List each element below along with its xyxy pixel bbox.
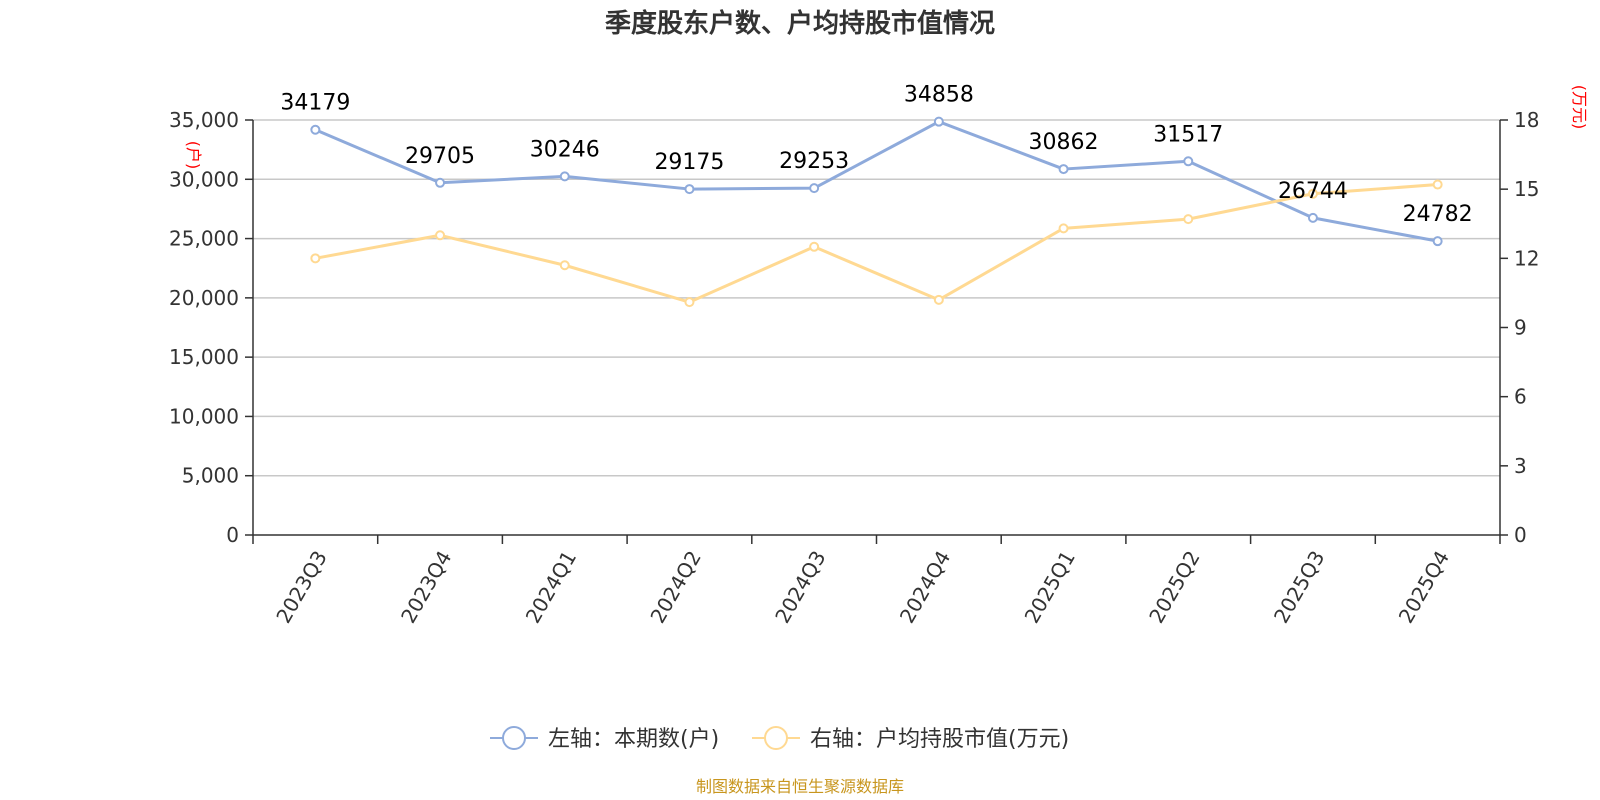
left-axis-tick-label: 30,000 [169, 167, 239, 191]
series-2-point [435, 230, 446, 241]
x-axis-category-label: 2023Q3 [271, 547, 331, 628]
series-2-point [933, 294, 944, 305]
left-axis-tick-label: 25,000 [169, 227, 239, 251]
x-axis-category-label: 2025Q4 [1394, 547, 1454, 628]
series-layer [310, 116, 1443, 308]
series-1-point [435, 177, 446, 188]
right-axis-tick-label: 15 [1514, 177, 1539, 201]
data-label: 30862 [1029, 130, 1099, 155]
x-axis-category-label: 2024Q1 [521, 547, 581, 628]
x-axis-category-label: 2023Q4 [396, 547, 456, 628]
data-label: 29253 [779, 149, 849, 174]
series-2-point [1183, 214, 1194, 225]
series-line-2 [315, 183, 1438, 304]
series-1-point [310, 124, 321, 135]
data-label: 29175 [654, 150, 724, 175]
series-2-point [684, 297, 695, 308]
legend-marker-2 [764, 726, 788, 750]
data-label: 34179 [280, 91, 350, 116]
data-label: 24782 [1403, 202, 1473, 227]
right-axis-tick-label: 3 [1514, 454, 1527, 478]
series-1-point [1432, 236, 1443, 247]
left-axis-tick-label: 0 [226, 523, 239, 547]
x-axis-category-label: 2024Q3 [770, 547, 830, 628]
legend: 左轴：本期数(户) 右轴：户均持股市值(万元) [490, 726, 1069, 752]
right-axis-tick-label: 6 [1514, 385, 1527, 409]
data-label: 34858 [904, 83, 974, 108]
left-axis-tick-label: 15,000 [169, 345, 239, 369]
series-line-1 [314, 120, 1438, 243]
data-label: 29705 [405, 144, 475, 169]
left-axis-tick-label: 10,000 [169, 404, 239, 428]
series-1-point [809, 183, 820, 194]
chart-title: 季度股东户数、户均持股市值情况 [605, 8, 995, 39]
series-2-point [310, 253, 321, 264]
data-label: 31517 [1153, 122, 1223, 147]
left-axis-tick-label: 20,000 [169, 286, 239, 310]
left-axis-tick-label: 35,000 [169, 108, 239, 132]
legend-marker-1 [502, 726, 526, 750]
x-axis-category-label: 2024Q4 [895, 547, 955, 628]
series-2-point [1058, 223, 1069, 234]
data-source-note: 制图数据来自恒生聚源数据库 [696, 777, 904, 796]
right-axis-tick-label: 18 [1514, 108, 1539, 132]
left-axis-unit: (户) [184, 141, 203, 170]
series-2-point [1432, 179, 1443, 190]
right-axis-tick-label: 0 [1514, 523, 1527, 547]
data-label: 26744 [1278, 179, 1348, 204]
left-axis-tick-label: 5,000 [182, 464, 239, 488]
right-axis-tick-label: 9 [1514, 316, 1527, 340]
data-label: 30246 [530, 137, 600, 162]
series-1-point [933, 116, 944, 127]
data-label-layer: 34179 29705 30246 29175 29253 34858 30862 31517… [280, 83, 1472, 227]
legend-label-1: 左轴：本期数(户) [548, 727, 719, 752]
series-1-point [1183, 156, 1194, 167]
legend-label-2: 右轴：户均持股市值(万元) [810, 727, 1069, 752]
right-axis-tick-label: 12 [1514, 246, 1539, 270]
right-axis-unit: (万元) [1570, 85, 1589, 130]
series-2-point [809, 241, 820, 252]
series-1-point [559, 171, 570, 182]
series-2-point [1307, 188, 1318, 199]
grid-layer [253, 119, 1500, 477]
series-2-point [559, 260, 570, 271]
series-1-point [1307, 212, 1318, 223]
x-axis-category-label: 2025Q1 [1020, 547, 1080, 628]
x-axis-category-label: 2025Q2 [1144, 547, 1204, 628]
x-axis-category-label: 2025Q3 [1269, 547, 1329, 628]
series-1-point [1058, 164, 1069, 175]
series-1-point [684, 184, 695, 195]
x-axis-category-label: 2024Q2 [645, 547, 705, 628]
